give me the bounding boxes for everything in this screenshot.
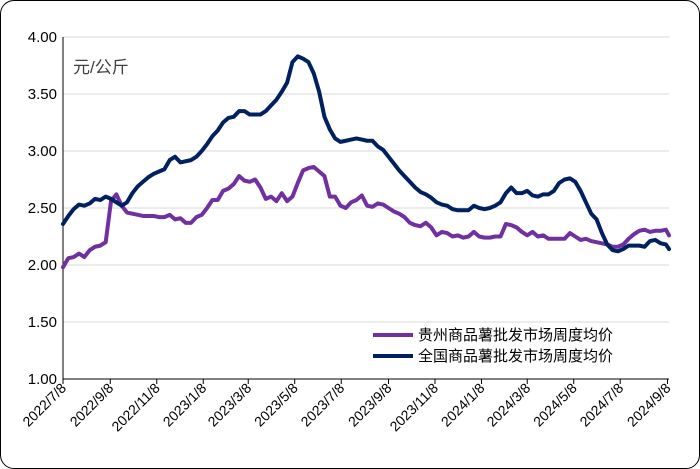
- x-tick-label: 2023/1/8: [160, 380, 210, 430]
- grid-layer: [63, 36, 669, 323]
- x-tick-label: 2024/1/8: [438, 380, 488, 430]
- y-tick-label: 2.50: [28, 200, 57, 217]
- legend-label-0: 贵州商品薯批发市场周度均价: [418, 327, 613, 344]
- x-tick-label: 2024/7/8: [576, 380, 626, 430]
- x-tick-label: 2023/3/8: [205, 380, 255, 430]
- series-line-0: [61, 164, 671, 270]
- x-tick-label: 2024/9/8: [624, 380, 674, 430]
- x-tick-label: 2024/3/8: [483, 380, 533, 430]
- y-tick-label: 1.50: [28, 314, 57, 331]
- series-line-1: [61, 54, 671, 254]
- legend-label-1: 全国商品薯批发市场周度均价: [418, 347, 613, 365]
- y-tick-label: 3.50: [28, 86, 57, 103]
- y-tick-label: 4.00: [28, 29, 57, 46]
- y-tick-label: 2.00: [28, 257, 57, 274]
- x-tick-label: 2022/11/8: [108, 380, 163, 435]
- axis-layer: 4.003.503.002.502.001.501.002022/7/82022…: [19, 29, 673, 434]
- series-layer: [61, 54, 671, 270]
- y-tick-label: 1.00: [28, 371, 57, 388]
- y-tick-label: 3.00: [28, 143, 57, 160]
- x-tick-label: 2023/11/8: [386, 380, 441, 435]
- x-tick-label: 2023/5/8: [251, 380, 301, 430]
- x-tick-label: 2024/5/8: [530, 380, 580, 430]
- x-tick-label: 2023/7/8: [297, 380, 347, 430]
- unit-label: 元/公斤: [73, 58, 129, 77]
